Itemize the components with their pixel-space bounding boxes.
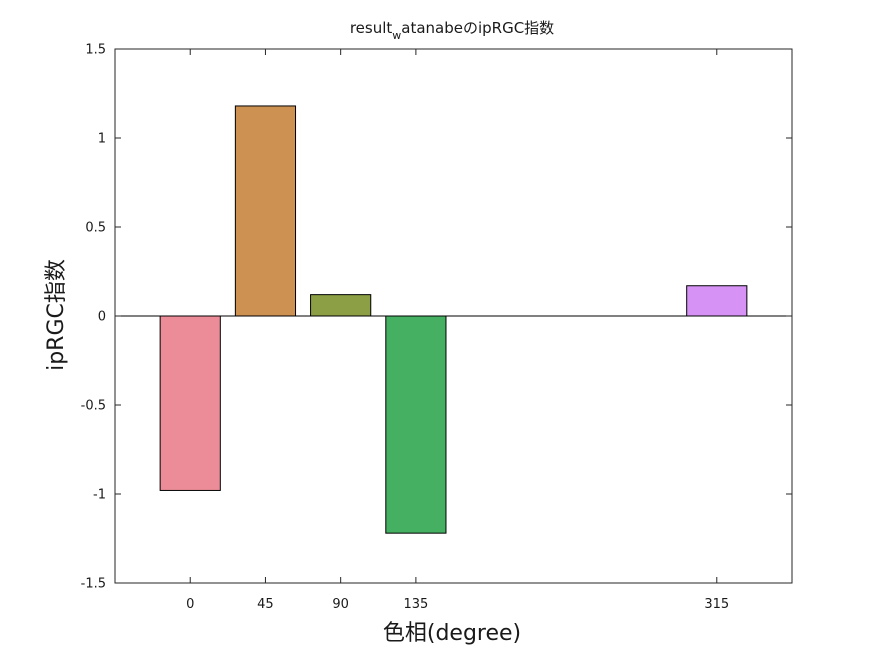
x-tick-label: 45 xyxy=(257,597,274,612)
bar-45 xyxy=(234,105,297,317)
bar-135 xyxy=(385,315,447,534)
bar-90 xyxy=(310,294,372,317)
x-axis: 0 45 90 135 315 xyxy=(186,49,729,612)
y-tick-label: -1 xyxy=(93,488,106,503)
chart-title: resultwatanabeのipRGC指数 xyxy=(350,19,554,42)
x-tick-label: 90 xyxy=(332,597,349,612)
y-tick-label: 1 xyxy=(98,132,106,147)
y-axis-label: ipRGC指数 xyxy=(44,259,69,371)
y-tick-label: 0 xyxy=(98,310,106,325)
x-axis-label: 色相(degree) xyxy=(383,621,521,646)
bar-315 xyxy=(686,285,748,317)
y-axis: 1.5 1 0.5 0 -0.5 -1 -1.5 xyxy=(81,43,792,592)
y-tick-label: -1.5 xyxy=(81,577,106,592)
y-tick-label: -0.5 xyxy=(81,399,106,414)
x-tick-label: 135 xyxy=(403,597,428,612)
bars-layer xyxy=(159,105,748,534)
bar-0 xyxy=(159,315,221,491)
x-tick-label: 0 xyxy=(186,597,194,612)
x-tick-label: 315 xyxy=(704,597,729,612)
y-tick-label: 1.5 xyxy=(85,43,106,58)
y-tick-label: 0.5 xyxy=(85,221,106,236)
